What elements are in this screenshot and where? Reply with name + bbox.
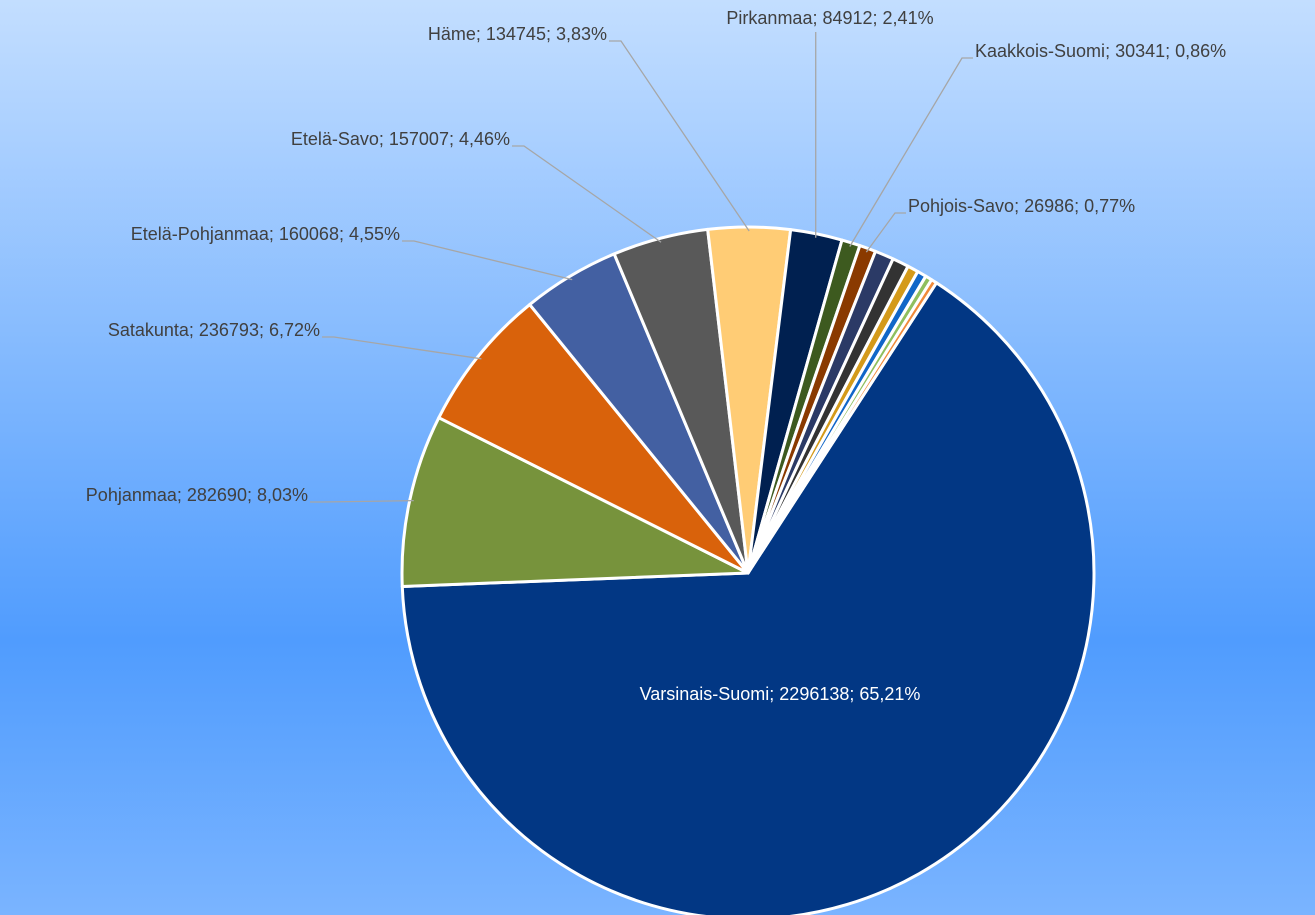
pie-slice: [400, 416, 750, 588]
label-category: Kaakkois-Suomi: [975, 41, 1105, 61]
label-value: 2296138; 65,21%: [779, 684, 920, 704]
label-value: 84912; 2,41%: [822, 8, 933, 28]
label-category: Etelä-Pohjanmaa: [131, 224, 270, 244]
label-category: Etelä-Savo: [291, 129, 379, 149]
label-separator: ;: [476, 24, 486, 44]
pie-slice: [746, 278, 938, 575]
label-value: 160068; 4,55%: [279, 224, 400, 244]
label-value: 134745; 3,83%: [486, 24, 607, 44]
data-label: Pirkanmaa; 84912; 2,41%: [726, 8, 933, 28]
label-value: 282690; 8,03%: [187, 485, 308, 505]
label-separator: ;: [189, 320, 199, 340]
label-value: 157007; 4,46%: [389, 129, 510, 149]
label-value: 236793; 6,72%: [199, 320, 320, 340]
label-separator: ;: [1105, 41, 1115, 61]
leader-line: [512, 145, 662, 243]
leader-line: [865, 212, 906, 253]
data-label: Kaakkois-Suomi; 30341; 0,86%: [975, 41, 1226, 61]
label-category: Varsinais-Suomi: [640, 684, 770, 704]
data-label: Häme; 134745; 3,83%: [428, 24, 607, 44]
label-separator: ;: [1014, 196, 1024, 216]
label-separator: ;: [812, 8, 822, 28]
leader-line: [609, 40, 750, 232]
label-category: Pohjois-Savo: [908, 196, 1014, 216]
data-label: Etelä-Savo; 157007; 4,46%: [291, 129, 510, 149]
label-separator: ;: [379, 129, 389, 149]
data-label: Etelä-Pohjanmaa; 160068; 4,55%: [131, 224, 400, 244]
pie-slice: [437, 303, 750, 575]
label-value: 30341; 0,86%: [1115, 41, 1226, 61]
label-separator: ;: [269, 224, 279, 244]
label-category: Häme: [428, 24, 476, 44]
label-category: Pohjanmaa: [86, 485, 178, 505]
leader-line: [310, 499, 414, 503]
label-category: Satakunta: [108, 320, 190, 340]
labels: Varsinais-Suomi; 2296138; 65,21% Pohjanma…: [86, 8, 1226, 704]
data-label: Varsinais-Suomi; 2296138; 65,21%: [640, 684, 921, 704]
data-label: Pohjanmaa; 282690; 8,03%: [86, 485, 308, 505]
leader-line: [402, 240, 573, 281]
pie: [400, 225, 1096, 915]
leader-line: [322, 336, 482, 360]
leader-line: [849, 57, 973, 247]
label-separator: ;: [769, 684, 779, 704]
data-label: Pohjois-Savo; 26986; 0,77%: [908, 196, 1135, 216]
pie-slice: [400, 281, 1096, 915]
data-label: Satakunta; 236793; 6,72%: [108, 320, 320, 340]
label-value: 26986; 0,77%: [1024, 196, 1135, 216]
label-category: Pirkanmaa: [726, 8, 813, 28]
label-separator: ;: [177, 485, 187, 505]
